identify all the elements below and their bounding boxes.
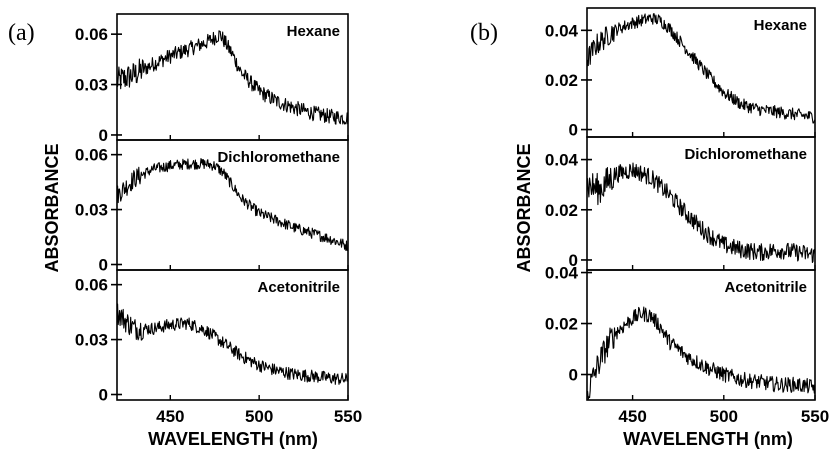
subplot-frame [116, 269, 349, 401]
y-axis-title: ABSORBANCE [42, 143, 62, 272]
subplot-frame [586, 269, 816, 401]
panel-a: (a) 0 0.03 0.06 Hexane 0 0.03 0.06 Dichlorometha… [8, 13, 362, 449]
panel-label: (a) [8, 20, 35, 46]
x-tick-label: 450 [156, 407, 184, 426]
subplot-acetonitrile: 0 0.02 0.04 Acetonitrile [545, 264, 816, 401]
panel-label: (b) [470, 20, 498, 46]
y-tick-label: 0 [99, 126, 108, 145]
y-tick-label: 0 [569, 366, 578, 385]
x-tick-label: 500 [245, 407, 273, 426]
spectrum-line [586, 162, 816, 264]
x-tick-label: 550 [801, 407, 829, 426]
solvent-label: Dichloromethane [217, 149, 340, 166]
subplot-acetonitrile: 0 0.03 0.06 Acetonitrile [75, 269, 349, 405]
y-tick-label: 0 [569, 251, 578, 270]
y-tick-label: 0.06 [75, 146, 108, 165]
y-tick-label: 0.03 [75, 76, 108, 95]
spectrum-line [116, 30, 349, 125]
x-axis-title: WAVELENGTH (nm) [148, 429, 318, 449]
y-tick-label: 0.06 [75, 25, 108, 44]
solvent-label: Hexane [754, 17, 807, 34]
solvent-label: Acetonitrile [257, 279, 340, 296]
y-tick-label: 0.04 [545, 151, 579, 170]
spectrum-line [116, 158, 349, 252]
x-tick-label: 500 [710, 407, 738, 426]
subplot-dichloromethane: 0 0.03 0.06 Dichloromethane [75, 139, 349, 275]
y-tick-label: 0.04 [545, 21, 579, 40]
y-tick-label: 0.06 [75, 276, 108, 295]
y-tick-label: 0.02 [545, 315, 578, 334]
subplot-hexane: 0 0.03 0.06 Hexane [75, 13, 349, 145]
y-tick-label: 0.03 [75, 331, 108, 350]
subplot-hexane: 0 0.02 0.04 Hexane [545, 7, 816, 140]
y-tick-label: 0.02 [545, 201, 578, 220]
spectrum-line [586, 13, 816, 124]
x-tick-label: 550 [334, 407, 362, 426]
x-axis-title: WAVELENGTH (nm) [623, 429, 793, 449]
spectrum-line [586, 306, 816, 400]
spectrum-line [116, 303, 349, 385]
y-tick-label: 0 [99, 386, 108, 405]
y-tick-label: 0 [569, 121, 578, 140]
solvent-label: Dichloromethane [684, 146, 807, 163]
y-axis-title: ABSORBANCE [514, 143, 534, 272]
y-tick-label: 0.04 [545, 264, 579, 283]
panel-b: (b) 0 0.02 0.04 Hexane 0 0.02 0.04 Dichlorometha… [470, 7, 829, 449]
solvent-label: Acetonitrile [724, 279, 807, 296]
y-tick-label: 0.02 [545, 71, 578, 90]
subplot-dichloromethane: 0 0.02 0.04 Dichloromethane [545, 136, 816, 271]
y-tick-label: 0.03 [75, 201, 108, 220]
solvent-label: Hexane [287, 23, 340, 40]
x-tick-label: 450 [618, 407, 646, 426]
y-tick-label: 0 [99, 256, 108, 275]
